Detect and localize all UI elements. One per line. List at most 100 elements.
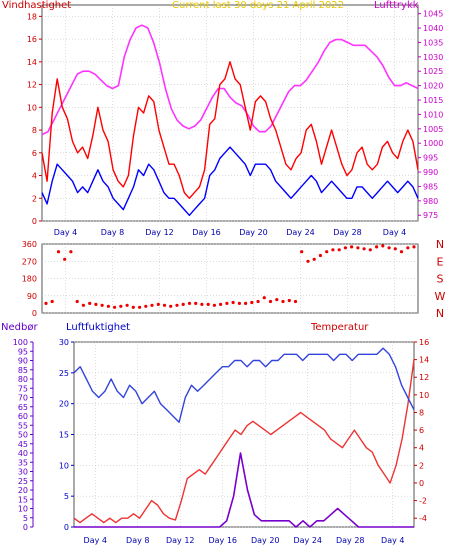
- direction-point: [150, 303, 154, 307]
- direction-point: [44, 301, 48, 305]
- direction-point: [318, 253, 322, 258]
- humidity-tick-label: 5: [64, 492, 69, 501]
- direction-point: [187, 301, 192, 305]
- panel-humidity-temperature: 0510152025303540455055606570758085909510…: [13, 338, 429, 545]
- direction-point: [113, 305, 117, 309]
- x-tick-label: Day 28: [336, 536, 365, 545]
- direction-point: [69, 250, 73, 254]
- direction-point: [231, 300, 235, 305]
- x-tick-label: Day 4: [381, 536, 404, 545]
- rain-series: [74, 452, 414, 528]
- rain-tick-label: 35: [18, 458, 28, 467]
- rain-label: Nedbør: [1, 322, 38, 333]
- x-tick-label: Day 24: [286, 228, 315, 237]
- gust-series: [41, 61, 419, 200]
- direction-point: [300, 250, 304, 254]
- direction-point: [212, 303, 216, 307]
- wind-tick-label: 12: [27, 81, 37, 90]
- direction-point: [306, 259, 310, 263]
- pressure-tick-label: 1045: [423, 10, 443, 19]
- x-tick-label: Day 12: [166, 536, 195, 545]
- direction-tick-label: 180: [22, 275, 37, 284]
- direction-point: [256, 299, 260, 304]
- humidity-tick-label: 30: [59, 338, 69, 347]
- direction-point: [81, 303, 85, 307]
- x-tick-label: Day 4: [84, 536, 107, 545]
- rain-tick-label: 90: [18, 357, 28, 366]
- direction-tick-label: 360: [22, 240, 37, 249]
- direction-point: [206, 302, 210, 306]
- panel-wind-pressure: 0 2 4 6 8 10 12 14 16 18 975 980 985 990 995 1000 1005 10…: [27, 4, 443, 237]
- direction-point: [56, 250, 61, 254]
- average-wind-series: [41, 146, 419, 217]
- rain-tick-label: 5: [23, 514, 28, 523]
- rain-line: [74, 452, 414, 528]
- direction-point: [50, 299, 54, 304]
- rain-tick-label: 45: [18, 440, 28, 449]
- direction-point: [406, 246, 410, 250]
- temperature-tick-label: 14: [419, 356, 429, 365]
- direction-point: [350, 245, 354, 249]
- pressure-tick-label: 1020: [423, 82, 443, 91]
- pressure-series: [41, 24, 419, 136]
- direction-point: [375, 245, 379, 249]
- direction-point: [325, 250, 329, 254]
- pressure-tick-label: 1015: [423, 96, 443, 105]
- pressure-label: Lufttrykk: [374, 0, 419, 11]
- wind-tick-label: 10: [27, 103, 37, 112]
- direction-point: [343, 246, 347, 250]
- wind-tick-label: 4: [32, 172, 37, 181]
- humidity-label: Luftfuktighet: [66, 322, 131, 333]
- direction-series: [44, 244, 416, 309]
- direction-point: [356, 246, 360, 250]
- x-tick-label: Day 8: [126, 536, 149, 545]
- rain-tick-label: 95: [18, 347, 28, 356]
- direction-point: [138, 305, 142, 309]
- direction-point: [281, 299, 285, 304]
- pressure-tick-label: 975: [423, 211, 438, 220]
- x-tick-label: Day 12: [145, 228, 174, 237]
- humidity-tick-label: 0: [64, 523, 69, 532]
- direction-point: [88, 301, 92, 305]
- rain-tick-label: 40: [18, 449, 28, 458]
- temperature-series: [73, 359, 415, 524]
- direction-point: [175, 303, 179, 307]
- gust-line: [41, 61, 419, 200]
- wind-tick-label: 8: [32, 126, 37, 135]
- direction-point: [331, 248, 335, 252]
- rain-tick-label: 100: [13, 338, 28, 347]
- direction-point: [219, 302, 223, 306]
- direction-tick-label: 0: [32, 309, 37, 318]
- rain-tick-label: 70: [18, 394, 28, 403]
- pressure-tick-label: 995: [423, 154, 438, 163]
- x-tick-label: Day 16: [208, 536, 237, 545]
- grid-direction: [42, 243, 418, 314]
- rain-tick-label: 0: [23, 523, 28, 532]
- temperature-tick-label: -4: [419, 514, 427, 523]
- direction-point: [393, 247, 397, 251]
- pressure-tick-label: 1030: [423, 53, 443, 62]
- temperature-line: [73, 359, 415, 524]
- temperature-tick-label: 12: [419, 373, 429, 382]
- temperature-tick-label: 6: [419, 426, 424, 435]
- direction-point: [106, 304, 110, 308]
- temperature-tick-label: 0: [419, 479, 424, 488]
- humidity-tick-label: 25: [59, 369, 69, 378]
- direction-point: [194, 301, 198, 305]
- axes-direction: 0 N 90 W 180 S 270 E 360 N: [22, 238, 446, 320]
- wind-speed-label: Vindhastighet: [2, 0, 72, 11]
- pressure-tick-label: 985: [423, 182, 438, 191]
- period-title: Current last 30 days 21 April 2022: [172, 0, 345, 11]
- direction-point: [287, 298, 291, 303]
- pressure-tick-label: 1000: [423, 139, 443, 148]
- x-tick-label: Day 4: [54, 228, 77, 237]
- direction-point: [368, 248, 372, 252]
- rain-tick-label: 30: [18, 468, 28, 477]
- rain-tick-label: 85: [18, 366, 28, 375]
- direction-point: [156, 302, 160, 306]
- direction-point: [262, 296, 266, 300]
- direction-point: [250, 300, 254, 305]
- direction-point: [399, 250, 404, 254]
- direction-point: [162, 303, 167, 307]
- temperature-tick-label: 8: [419, 408, 424, 417]
